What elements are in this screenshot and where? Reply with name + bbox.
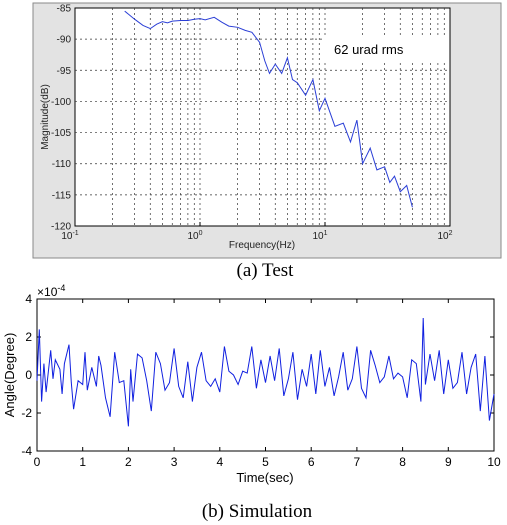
bottom-ticks: 0 1 2 3 4 5 6 7 8 9 10 -4 -2 0 2 4	[21, 292, 501, 469]
bottom-ylabel: Angle(Degree)	[2, 333, 17, 418]
top-y-tick-label: -85	[57, 4, 72, 15]
bottom-x-tick-label: 4	[216, 455, 223, 469]
annotation-box	[324, 36, 448, 62]
top-y-tick-label: -110	[52, 159, 72, 170]
top-x-tick-label: 10-1	[61, 230, 78, 242]
top-x-tick-label: 100	[187, 230, 202, 242]
bottom-x-tick-label: 9	[445, 455, 452, 469]
top-x-tick-label: 101	[312, 230, 327, 242]
bottom-x-tick-label: 6	[308, 455, 315, 469]
top-y-tick-label: -115	[52, 190, 72, 201]
top-series-line	[124, 10, 413, 208]
top-y-tick-label: -95	[57, 66, 72, 77]
caption-a: (a) Test	[237, 260, 295, 281]
top-ylabel: Magnitude(dB)	[40, 84, 51, 150]
bottom-xlabel: Time(sec)	[236, 470, 293, 485]
bottom-y-tick-label: 0	[25, 368, 32, 382]
annotation-text: 62 urad rms	[334, 42, 404, 57]
top-y-tick-label: -90	[57, 35, 72, 46]
bottom-series-line	[36, 317, 495, 427]
y-multiplier-exp: -4	[57, 283, 65, 293]
bottom-x-tick-label: 2	[125, 455, 132, 469]
bottom-x-tick-label: 5	[262, 455, 269, 469]
bottom-x-tick-label: 1	[79, 455, 86, 469]
y-multiplier-base: 10	[44, 285, 58, 299]
bottom-y-tick-label: 2	[25, 330, 32, 344]
bottom-x-tick-label: 10	[487, 455, 501, 469]
bottom-y-tick-label: -4	[21, 444, 32, 458]
bottom-x-tick-label: 8	[399, 455, 406, 469]
top-x-tick-label: 102	[437, 230, 452, 242]
bottom-x-tick-label: 7	[354, 455, 361, 469]
bottom-y-tick-label: -2	[21, 406, 32, 420]
top-y-tick-label: -100	[51, 97, 71, 108]
caption-b: (b) Simulation	[202, 501, 313, 522]
bottom-y-tick-label: 4	[25, 292, 32, 306]
top-y-tick-label: -120	[51, 222, 71, 233]
bottom-x-tick-label: 0	[34, 455, 41, 469]
y-multiplier-prefix: ×	[37, 285, 44, 299]
y-multiplier: ×10-4	[37, 283, 65, 299]
top-xlabel: Frequency(Hz)	[229, 240, 295, 251]
top-y-tick-label: -105	[51, 128, 71, 139]
bottom-x-tick-label: 3	[171, 455, 178, 469]
